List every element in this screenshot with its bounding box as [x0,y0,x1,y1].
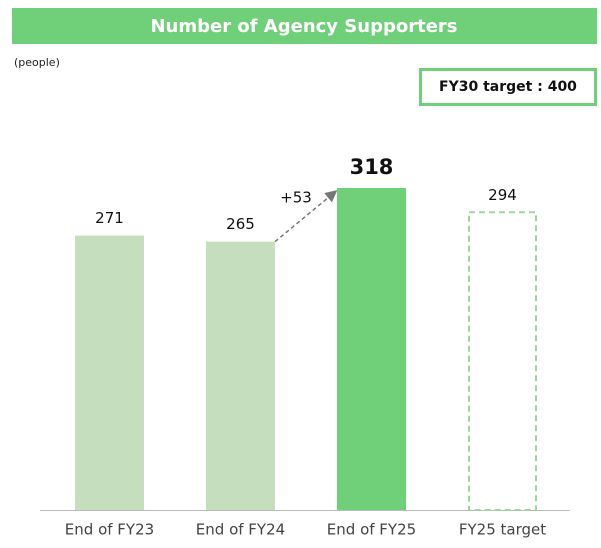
bar [75,235,144,511]
bar [206,241,275,510]
target-box [419,68,597,106]
change-label: +53 [280,189,312,207]
unit-label: (people) [14,56,60,69]
change-arrow [274,190,338,243]
chart-title: Number of Agency Supporters [150,16,457,37]
value-label: 318 [350,155,394,179]
bar [337,188,406,510]
value-label: 294 [488,186,517,204]
x-tick-label: End of FY23 [65,521,154,539]
value-label: 265 [226,215,255,233]
x-tick-label: End of FY24 [196,521,285,539]
x-tick-label: End of FY25 [327,521,416,539]
target-text: FY30 target : 400 [439,79,577,95]
x-tick-label: FY25 target [459,521,546,539]
bar [468,211,537,511]
value-label: 271 [95,209,124,227]
title-banner [12,8,597,44]
